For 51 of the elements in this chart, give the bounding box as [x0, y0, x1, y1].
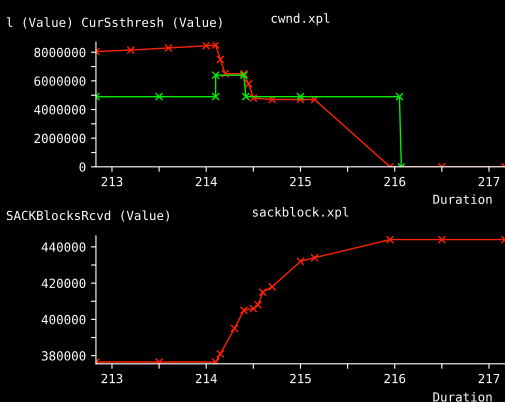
x-tick-label: 214 — [196, 176, 217, 186]
point — [164, 44, 173, 52]
x-axis-title: Duration — [433, 392, 492, 402]
x-tick-label: 216 — [384, 176, 406, 186]
x-tick-label: 213 — [102, 176, 122, 186]
point — [242, 92, 250, 101]
point — [268, 95, 276, 104]
x-tick-label: 217 — [478, 374, 500, 384]
point — [296, 257, 305, 266]
point — [211, 358, 220, 364]
point — [310, 254, 319, 262]
y-tick-label: 380000 — [42, 351, 86, 361]
point — [296, 95, 305, 104]
y-tick-label: 400000 — [42, 314, 86, 324]
y-tick-label: 440000 — [42, 242, 86, 252]
point — [438, 236, 446, 244]
point — [244, 80, 253, 88]
y-tick-label: 420000 — [42, 278, 86, 288]
chart-title: cwnd.xpl — [272, 13, 330, 26]
point — [211, 70, 220, 80]
point — [154, 358, 164, 364]
point — [258, 288, 267, 296]
y-axis-title: SACKBlocksRcvd (Value) — [6, 210, 169, 222]
y-tick-label: 8000000 — [34, 48, 86, 58]
point — [268, 282, 276, 291]
y-tick-label: 6000000 — [34, 76, 86, 86]
point — [154, 92, 164, 101]
point — [211, 92, 220, 101]
point — [310, 95, 319, 104]
x-tick-label: 216 — [384, 374, 406, 384]
point — [386, 236, 394, 244]
point — [296, 92, 305, 101]
x-tick-label: 215 — [290, 374, 311, 384]
point — [395, 92, 404, 101]
point — [220, 70, 230, 78]
chart-title: sackblock.xpl — [252, 206, 348, 220]
y-tick-label: 4000000 — [34, 105, 86, 114]
point — [254, 300, 262, 310]
y-tick-label: 2000000 — [34, 134, 86, 144]
y-axis-title: l (Value) CurSsthresh (Value) — [6, 17, 222, 28]
point — [249, 94, 258, 102]
point — [216, 350, 225, 358]
y-tick-label: 0 — [80, 162, 86, 172]
point — [216, 55, 225, 64]
x-tick-label: 213 — [102, 374, 122, 384]
x-tick-label: 215 — [290, 176, 311, 186]
point — [126, 46, 135, 54]
x-tick-label: 217 — [478, 176, 500, 186]
x-axis-title: Duration — [433, 194, 492, 204]
point — [230, 324, 239, 333]
x-tick-label: 214 — [196, 374, 217, 384]
